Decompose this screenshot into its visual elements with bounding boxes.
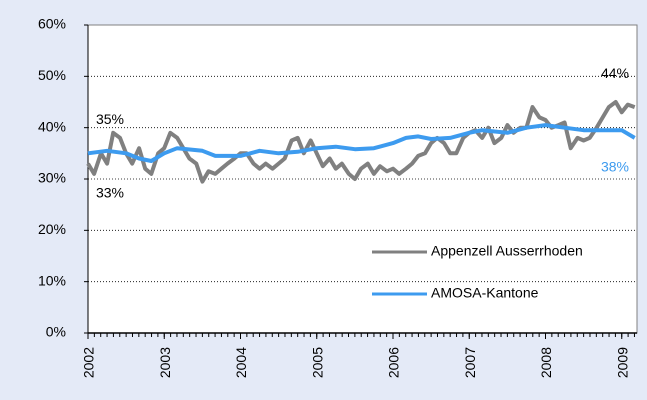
x-tick-label: 2002: [81, 347, 97, 378]
plot-area: [87, 24, 638, 334]
x-tick-label: 2005: [309, 347, 325, 378]
annotation: 38%: [601, 159, 629, 175]
series-line: [87, 123, 636, 163]
legend-label: Appenzell Ausserrhoden: [431, 243, 583, 259]
annotation: 35%: [96, 111, 124, 127]
y-tick-label: 60%: [38, 16, 66, 32]
y-tick-label: 20%: [38, 221, 66, 237]
x-tick-label: 2006: [386, 347, 402, 378]
legend-label: AMOSA-Kantone: [431, 285, 539, 301]
y-tick-label: 40%: [38, 118, 66, 134]
annotation: 44%: [601, 65, 629, 81]
y-tick-label: 10%: [38, 272, 66, 288]
y-tick-label: 30%: [38, 170, 66, 186]
x-tick-label: 2008: [538, 347, 554, 378]
y-tick-label: 0%: [46, 324, 66, 340]
y-tick-label: 50%: [38, 67, 66, 83]
x-tick-label: 2004: [233, 347, 249, 378]
annotation: 33%: [96, 184, 124, 200]
x-tick-label: 2003: [157, 347, 173, 378]
series-line: [86, 100, 636, 184]
x-tick-label: 2007: [462, 347, 478, 378]
x-tick-label: 2009: [614, 347, 630, 378]
